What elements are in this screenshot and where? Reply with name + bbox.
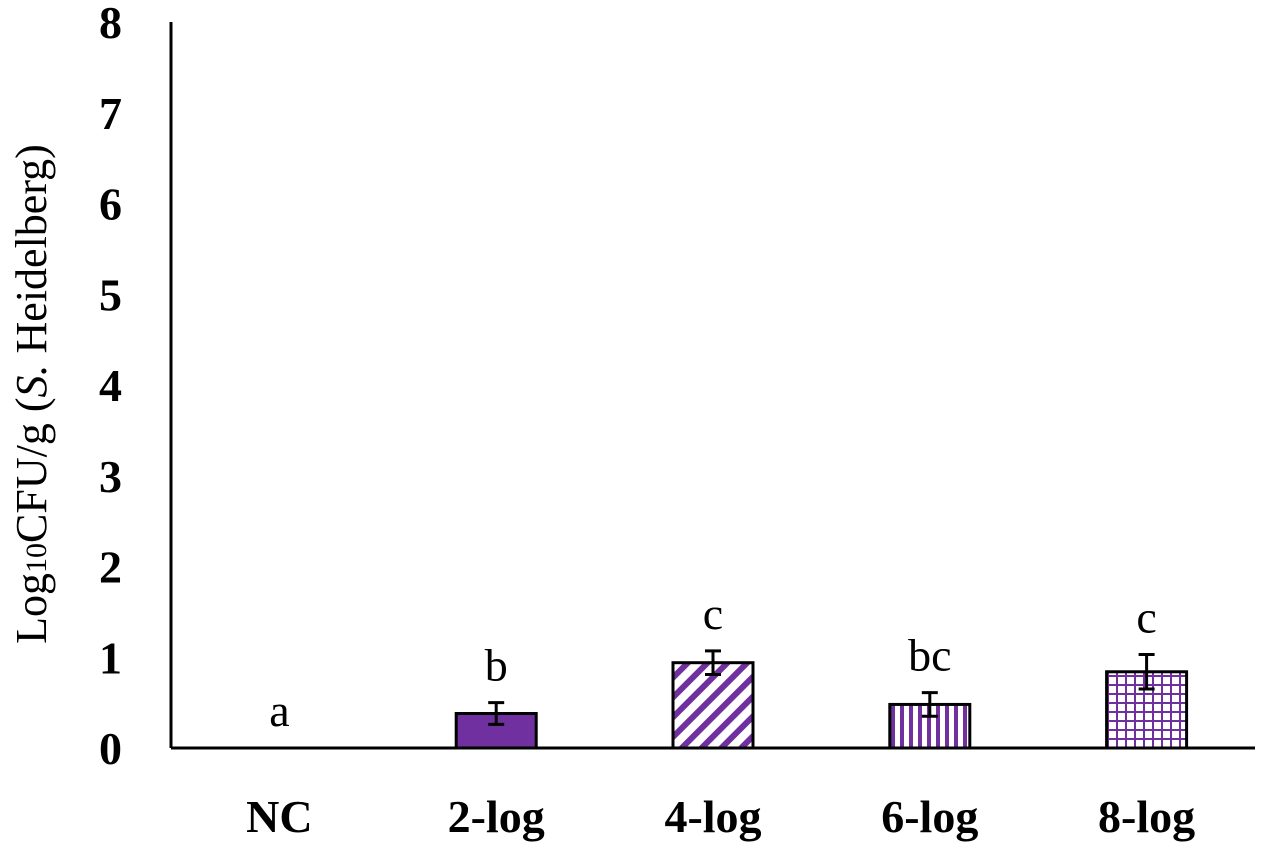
error-bar-6-log xyxy=(921,691,938,718)
error-bars xyxy=(488,649,1155,726)
significance-letter: c xyxy=(1136,592,1156,643)
y-tick-label: 3 xyxy=(99,451,122,502)
x-tick-label: 2-log xyxy=(448,791,545,842)
x-tick-label: 8-log xyxy=(1098,791,1195,842)
y-axis-label: Log10CFU/g (S. Heidelberg) xyxy=(7,144,56,644)
bar-8-log xyxy=(1105,670,1189,750)
y-tick-labels: 0 1 2 3 4 5 6 7 8 xyxy=(99,0,122,774)
y-tick-label: 0 xyxy=(99,723,122,774)
significance-letter: b xyxy=(485,640,508,691)
significance-letter: a xyxy=(269,685,289,736)
y-tick-label: 6 xyxy=(99,179,122,230)
y-tick-label: 8 xyxy=(99,0,122,48)
y-tick-label: 1 xyxy=(99,632,122,683)
x-tick-label: NC xyxy=(246,791,312,842)
y-tick-label: 4 xyxy=(99,360,122,411)
error-bar-2-log xyxy=(488,701,505,726)
y-tick-label: 2 xyxy=(99,542,122,593)
significance-letter: bc xyxy=(908,630,951,681)
significance-letter: c xyxy=(703,588,723,639)
y-tick-label: 5 xyxy=(99,269,122,320)
bars xyxy=(454,661,1189,750)
y-tick-label: 7 xyxy=(99,88,122,139)
x-tick-labels: NC 2-log 4-log 6-log 8-log xyxy=(246,791,1195,842)
error-bar-8-log xyxy=(1138,653,1155,691)
error-bar-4-log xyxy=(705,649,721,676)
x-tick-label: 6-log xyxy=(881,791,978,842)
x-tick-label: 4-log xyxy=(664,791,761,842)
